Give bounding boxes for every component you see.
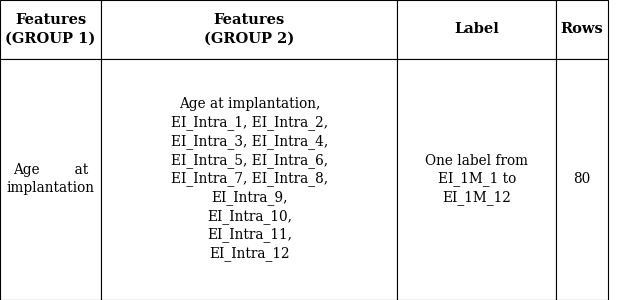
Text: Rows: Rows <box>561 22 604 36</box>
Bar <box>0 0 101 58</box>
Bar <box>0 58 101 300</box>
Bar <box>556 58 608 300</box>
Bar <box>101 58 397 300</box>
Bar <box>556 0 608 58</box>
Text: Features
(GROUP 2): Features (GROUP 2) <box>204 13 294 45</box>
Text: Age        at
implantation: Age at implantation <box>6 163 95 195</box>
Text: One label from
EI_1M_1 to
EI_1M_12: One label from EI_1M_1 to EI_1M_12 <box>426 154 528 205</box>
Text: 80: 80 <box>573 172 591 186</box>
Bar <box>397 0 556 58</box>
Bar <box>397 58 556 300</box>
Text: Age at implantation,
EI_Intra_1, EI_Intra_2,
EI_Intra_3, EI_Intra_4,
EI_Intra_5,: Age at implantation, EI_Intra_1, EI_Intr… <box>171 97 328 261</box>
Text: Features
(GROUP 1): Features (GROUP 1) <box>5 13 96 45</box>
Bar <box>101 0 397 58</box>
Text: Label: Label <box>454 22 499 36</box>
